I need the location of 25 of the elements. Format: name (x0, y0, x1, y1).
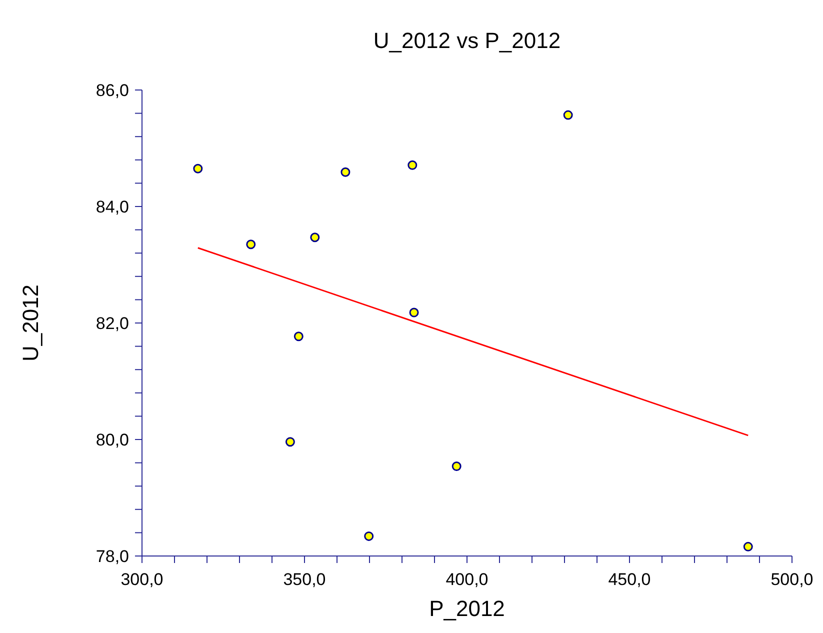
y-axis-title: U_2012 (18, 284, 43, 362)
point (246, 240, 256, 250)
point (294, 332, 304, 342)
chart-title: U_2012 vs P_2012 (372, 28, 562, 54)
x-tick-label: 500,0 (770, 570, 814, 589)
y-tick-label: 86,0 (96, 81, 129, 100)
point (340, 167, 350, 177)
y-tick-label: 84,0 (96, 198, 129, 216)
point (563, 110, 573, 120)
x-tick-label: 450,0 (608, 570, 651, 589)
y-tick-label: 78,0 (96, 547, 129, 566)
point (743, 542, 753, 552)
point (452, 462, 462, 472)
point (193, 164, 203, 174)
point (285, 437, 295, 447)
y-tick-label: 80,0 (96, 430, 129, 450)
x-tick-label: 400,0 (446, 570, 488, 589)
y-tick-label: 82,0 (96, 314, 129, 333)
x-tick-label: 350,0 (283, 570, 326, 589)
x-tick-label: 300,0 (120, 570, 164, 589)
point (310, 232, 320, 242)
point (408, 160, 418, 170)
point (364, 531, 374, 541)
point (409, 308, 419, 318)
x-axis-title: P_2012 (429, 596, 505, 621)
